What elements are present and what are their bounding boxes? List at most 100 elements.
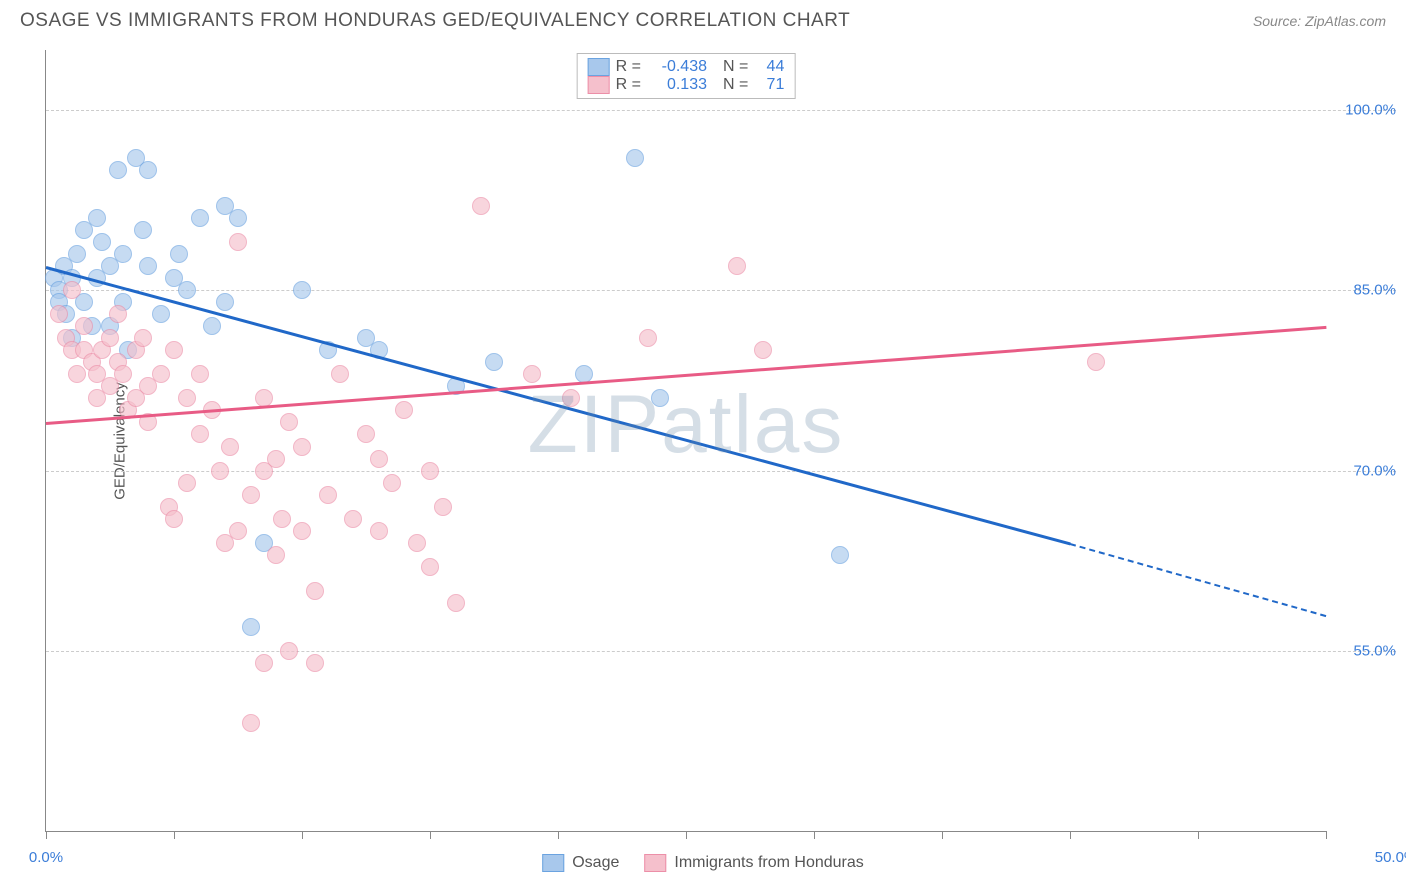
- data-point: [472, 197, 490, 215]
- data-point: [178, 281, 196, 299]
- data-point: [293, 438, 311, 456]
- data-point: [139, 161, 157, 179]
- legend-swatch: [644, 854, 666, 872]
- data-point: [68, 365, 86, 383]
- x-tick: [558, 831, 559, 839]
- data-point: [523, 365, 541, 383]
- data-point: [101, 329, 119, 347]
- data-point: [203, 317, 221, 335]
- trend-line: [46, 326, 1326, 425]
- gridline: [46, 651, 1396, 652]
- data-point: [50, 305, 68, 323]
- r-label: R =: [616, 58, 641, 76]
- data-point: [267, 450, 285, 468]
- data-point: [831, 546, 849, 564]
- x-tick: [46, 831, 47, 839]
- x-tick: [814, 831, 815, 839]
- scatter-chart: GED/Equivalency ZIPatlas R =-0.438N =44R…: [45, 50, 1326, 832]
- legend-label: Osage: [572, 854, 619, 872]
- data-point: [229, 233, 247, 251]
- gridline: [46, 471, 1396, 472]
- data-point: [408, 534, 426, 552]
- data-point: [728, 257, 746, 275]
- gridline: [46, 110, 1396, 111]
- data-point: [178, 474, 196, 492]
- data-point: [109, 161, 127, 179]
- data-point: [293, 281, 311, 299]
- data-point: [211, 462, 229, 480]
- data-point: [383, 474, 401, 492]
- legend-item: Immigrants from Honduras: [644, 854, 863, 872]
- data-point: [267, 546, 285, 564]
- y-tick-label: 85.0%: [1336, 282, 1396, 299]
- y-tick-label: 70.0%: [1336, 462, 1396, 479]
- data-point: [229, 209, 247, 227]
- y-tick-label: 100.0%: [1336, 102, 1396, 119]
- data-point: [357, 425, 375, 443]
- data-point: [562, 389, 580, 407]
- data-point: [639, 329, 657, 347]
- data-point: [242, 714, 260, 732]
- data-point: [754, 341, 772, 359]
- x-tick: [430, 831, 431, 839]
- data-point: [280, 642, 298, 660]
- data-point: [229, 522, 247, 540]
- data-point: [139, 257, 157, 275]
- data-point: [165, 341, 183, 359]
- source-label: Source: ZipAtlas.com: [1253, 13, 1386, 29]
- series-legend: Osage Immigrants from Honduras: [542, 854, 864, 872]
- data-point: [293, 522, 311, 540]
- data-point: [75, 317, 93, 335]
- data-point: [109, 305, 127, 323]
- data-point: [395, 401, 413, 419]
- trend-line: [46, 266, 1071, 545]
- data-point: [63, 281, 81, 299]
- x-tick: [1070, 831, 1071, 839]
- data-point: [242, 486, 260, 504]
- r-value: 0.133: [647, 76, 707, 94]
- x-tick: [1198, 831, 1199, 839]
- n-value: 71: [754, 76, 784, 94]
- data-point: [216, 293, 234, 311]
- data-point: [447, 594, 465, 612]
- data-point: [306, 654, 324, 672]
- x-tick-label: 0.0%: [29, 849, 63, 866]
- correlation-legend: R = -0.438 N = 44R = 0.133 N = 71: [577, 53, 796, 99]
- data-point: [152, 365, 170, 383]
- legend-label: Immigrants from Honduras: [674, 854, 863, 872]
- data-point: [485, 353, 503, 371]
- data-point: [221, 438, 239, 456]
- data-point: [191, 209, 209, 227]
- data-point: [306, 582, 324, 600]
- data-point: [370, 522, 388, 540]
- data-point: [242, 618, 260, 636]
- chart-title: OSAGE VS IMMIGRANTS FROM HONDURAS GED/EQ…: [20, 10, 850, 32]
- data-point: [651, 389, 669, 407]
- data-point: [344, 510, 362, 528]
- n-label: N =: [723, 76, 748, 94]
- data-point: [152, 305, 170, 323]
- data-point: [88, 209, 106, 227]
- legend-swatch: [588, 76, 610, 94]
- r-value: -0.438: [647, 58, 707, 76]
- legend-item: Osage: [542, 854, 619, 872]
- gridline: [46, 290, 1396, 291]
- y-tick-label: 55.0%: [1336, 642, 1396, 659]
- x-tick: [302, 831, 303, 839]
- legend-row: R = -0.438 N = 44: [588, 58, 785, 76]
- x-tick: [686, 831, 687, 839]
- data-point: [134, 221, 152, 239]
- n-value: 44: [754, 58, 784, 76]
- data-point: [421, 558, 439, 576]
- data-point: [170, 245, 188, 263]
- data-point: [331, 365, 349, 383]
- data-point: [319, 486, 337, 504]
- data-point: [191, 365, 209, 383]
- data-point: [421, 462, 439, 480]
- data-point: [114, 245, 132, 263]
- chart-header: OSAGE VS IMMIGRANTS FROM HONDURAS GED/EQ…: [0, 0, 1406, 37]
- data-point: [280, 413, 298, 431]
- data-point: [1087, 353, 1105, 371]
- trend-line-dashed: [1070, 543, 1327, 617]
- n-label: N =: [723, 58, 748, 76]
